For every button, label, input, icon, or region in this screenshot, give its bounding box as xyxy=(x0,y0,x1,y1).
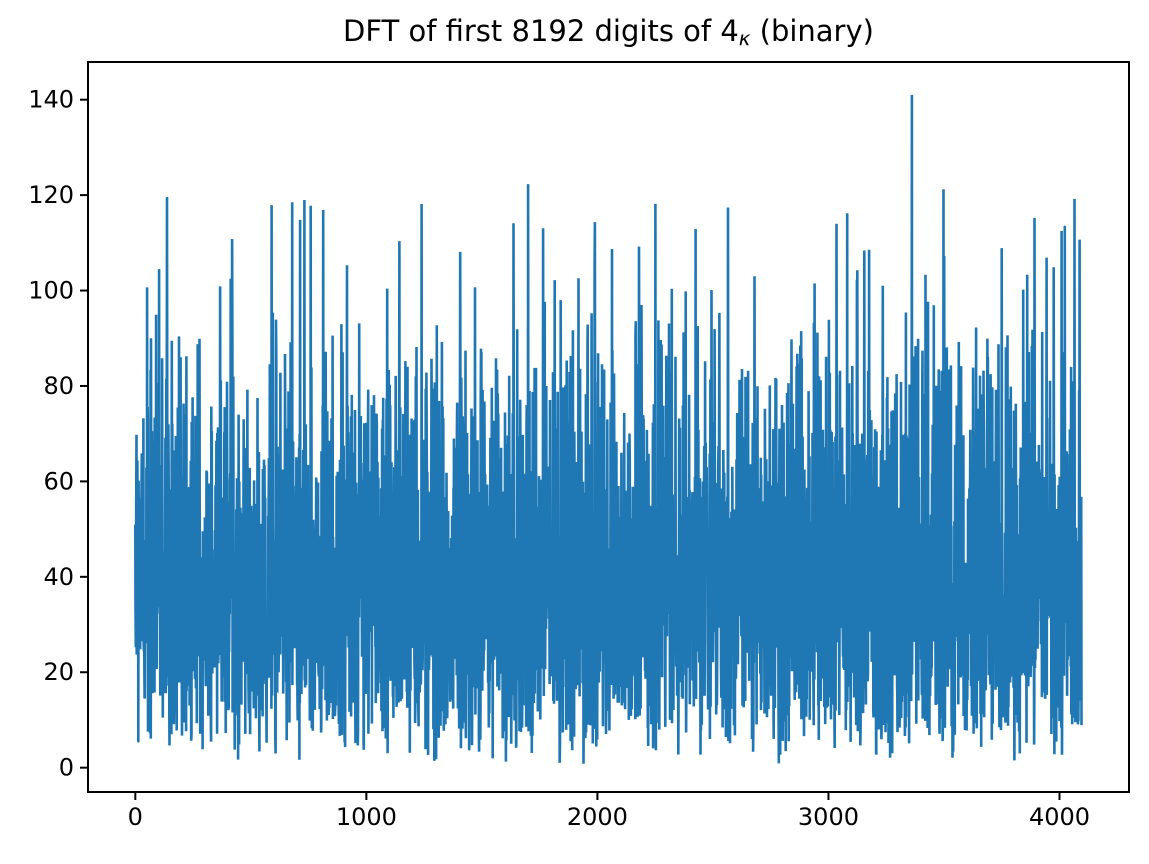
y-tick-label: 120 xyxy=(28,181,74,209)
x-tick-label: 4000 xyxy=(1029,803,1090,831)
y-tick-label: 0 xyxy=(59,754,74,782)
x-tick-label: 1000 xyxy=(336,803,397,831)
y-tick-label: 80 xyxy=(43,372,74,400)
chart-title-prefix: DFT of first 8192 digits of 4 xyxy=(343,14,739,48)
x-tick-label: 2000 xyxy=(567,803,628,831)
y-tick-label: 20 xyxy=(43,658,74,686)
axes-frame xyxy=(87,61,1130,793)
chart-title: DFT of first 8192 digits of 4κ (binary) xyxy=(88,14,1129,51)
x-tick-label: 0 xyxy=(128,803,143,831)
y-tick-label: 100 xyxy=(28,277,74,305)
chart-title-subscript: κ xyxy=(738,27,751,51)
x-tick-label: 3000 xyxy=(798,803,859,831)
chart-title-suffix: (binary) xyxy=(750,14,874,48)
y-tick-label: 140 xyxy=(28,86,74,114)
y-tick-label: 40 xyxy=(43,563,74,591)
y-tick-label: 60 xyxy=(43,467,74,495)
dft-magnitude-line xyxy=(134,94,1083,764)
